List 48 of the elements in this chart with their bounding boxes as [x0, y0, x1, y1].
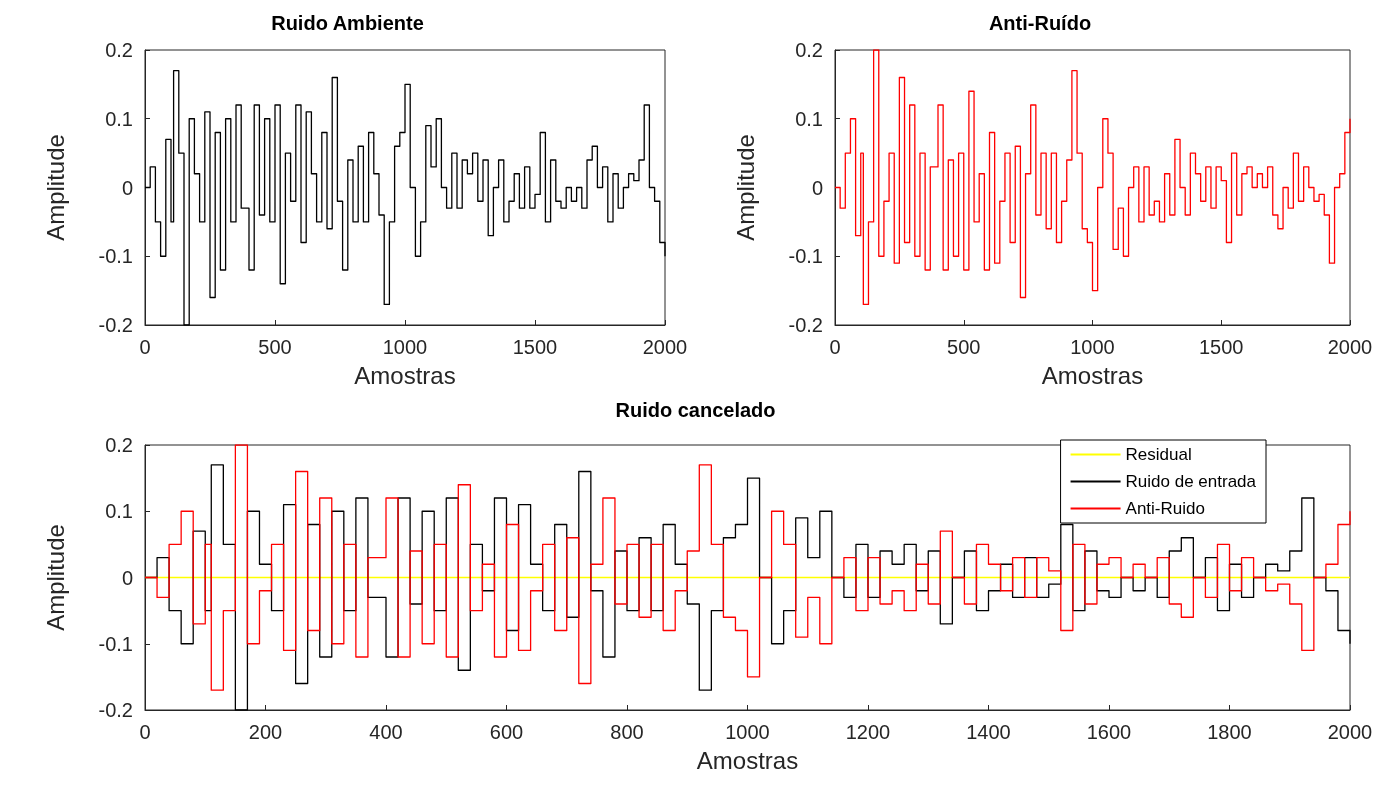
x-tick-label: 1000 [382, 336, 428, 358]
x-tick-label: 1200 [845, 721, 891, 743]
y-axis-title: Amplitude [41, 134, 69, 241]
y-tick-label: 0.1 [105, 107, 133, 130]
y-tick-label: -0.2 [98, 314, 133, 336]
x-tick-label: 200 [248, 721, 283, 743]
y-tick-label: 0.2 [105, 39, 133, 61]
x-tick-label: 0 [829, 336, 841, 358]
legend-label: Residual [1125, 445, 1192, 464]
y-axis-title: Amplitude [731, 134, 759, 241]
x-tick-label: 400 [369, 721, 403, 743]
x-tick-label: 2000 [1327, 336, 1373, 358]
x-tick-label: 2000 [642, 336, 688, 358]
y-tick-label: 0 [811, 176, 823, 199]
y-tick-label: 0.2 [105, 434, 133, 456]
chart-title: Ruido Ambiente [271, 12, 424, 34]
y-tick-label: 0.1 [795, 107, 823, 130]
y-tick-label: 0 [121, 176, 133, 199]
x-tick-label: 1500 [1199, 336, 1244, 358]
x-tick-label: 500 [947, 336, 981, 358]
x-axis-title: Amostras [1041, 361, 1144, 389]
y-tick-label: 0.2 [795, 39, 823, 61]
x-tick-label: 600 [489, 721, 524, 743]
x-tick-label: 1600 [1086, 721, 1132, 743]
x-axis-title: Amostras [696, 746, 799, 774]
y-tick-label: -0.1 [98, 632, 133, 655]
chart-title: Anti-Ruído [988, 12, 1092, 34]
y-tick-label: -0.2 [98, 699, 133, 721]
x-tick-label: 1400 [966, 721, 1011, 743]
chart-title: Ruido cancelado [615, 399, 776, 421]
x-tick-label: 1000 [1070, 336, 1115, 358]
x-tick-label: 1000 [725, 721, 770, 743]
y-tick-label: -0.2 [788, 314, 823, 336]
x-tick-label: 1500 [512, 336, 558, 358]
x-tick-label: 2000 [1327, 721, 1373, 743]
y-tick-label: -0.1 [788, 245, 823, 268]
x-axis-title: Amostras [354, 361, 456, 389]
x-tick-label: 500 [258, 336, 292, 358]
x-tick-label: 800 [610, 721, 644, 743]
y-axis-title: Amplitude [41, 524, 69, 631]
legend-label: Anti-Ruido [1125, 499, 1205, 518]
y-tick-label: 0.1 [105, 500, 133, 523]
x-tick-label: 0 [139, 721, 151, 743]
y-tick-label: -0.1 [98, 245, 133, 268]
y-tick-label: 0 [121, 566, 133, 589]
legend-label: Ruido de entrada [1125, 472, 1257, 491]
x-tick-label: 1800 [1207, 721, 1252, 743]
x-tick-label: 0 [139, 336, 151, 358]
